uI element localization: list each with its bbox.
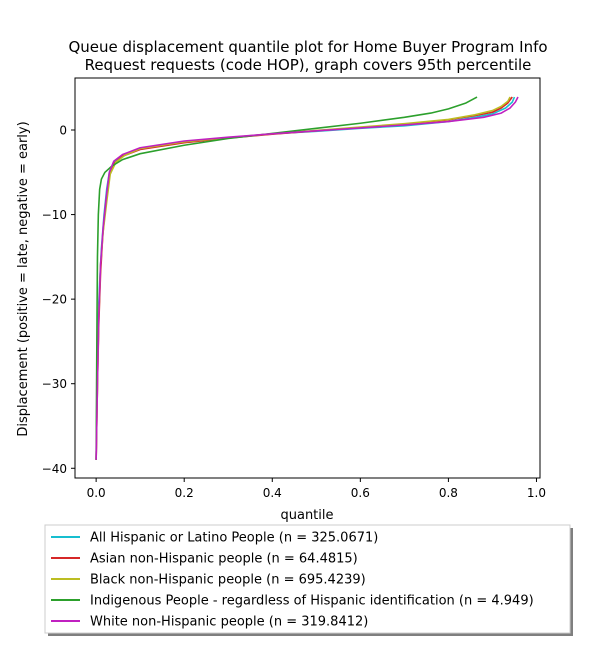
x-tick-label: 0.6: [351, 486, 370, 500]
y-tick-label: −30: [42, 377, 67, 391]
legend: All Hispanic or Latino People (n = 325.0…: [44, 524, 573, 636]
chart-title-line-1: Queue displacement quantile plot for Hom…: [68, 38, 547, 56]
legend-box: [44, 524, 571, 634]
legend-label-1: Asian non-Hispanic people (n = 64.4815): [90, 552, 358, 567]
series-line-3: [95, 96, 478, 460]
x-tick-label: 0.0: [87, 486, 106, 500]
legend-label-2: Black non-Hispanic people (n = 695.4239): [90, 573, 366, 588]
legend-label-3: Indigenous People - regardless of Hispan…: [90, 594, 534, 609]
x-tick-label: 0.2: [175, 486, 194, 500]
x-axis: 0.0 0.2 0.4 0.6 0.8 1.0: [87, 478, 546, 500]
y-tick-label: −40: [42, 462, 67, 476]
y-axis-label: Displacement (positive = late, negative …: [16, 121, 31, 436]
chart-title-line-2: Request requests (code HOP), graph cover…: [85, 56, 532, 74]
x-axis-label: quantile: [280, 508, 333, 523]
legend-entries: All Hispanic or Latino People (n = 325.0…: [51, 531, 534, 630]
legend-label-4: White non-Hispanic people (n = 319.8412): [90, 615, 368, 630]
series-line-4: [95, 96, 519, 460]
plot-area: [74, 77, 541, 479]
x-tick-label: 0.4: [263, 486, 282, 500]
series-lines: [95, 96, 519, 460]
y-axis: 0 −10 −20 −30 −40: [42, 124, 75, 476]
y-tick-label: −10: [42, 208, 67, 222]
x-tick-label: 1.0: [527, 486, 546, 500]
x-tick-label: 0.8: [439, 486, 458, 500]
y-tick-label: 0: [59, 124, 67, 138]
legend-label-0: All Hispanic or Latino People (n = 325.0…: [90, 531, 378, 546]
y-tick-label: −20: [42, 293, 67, 307]
